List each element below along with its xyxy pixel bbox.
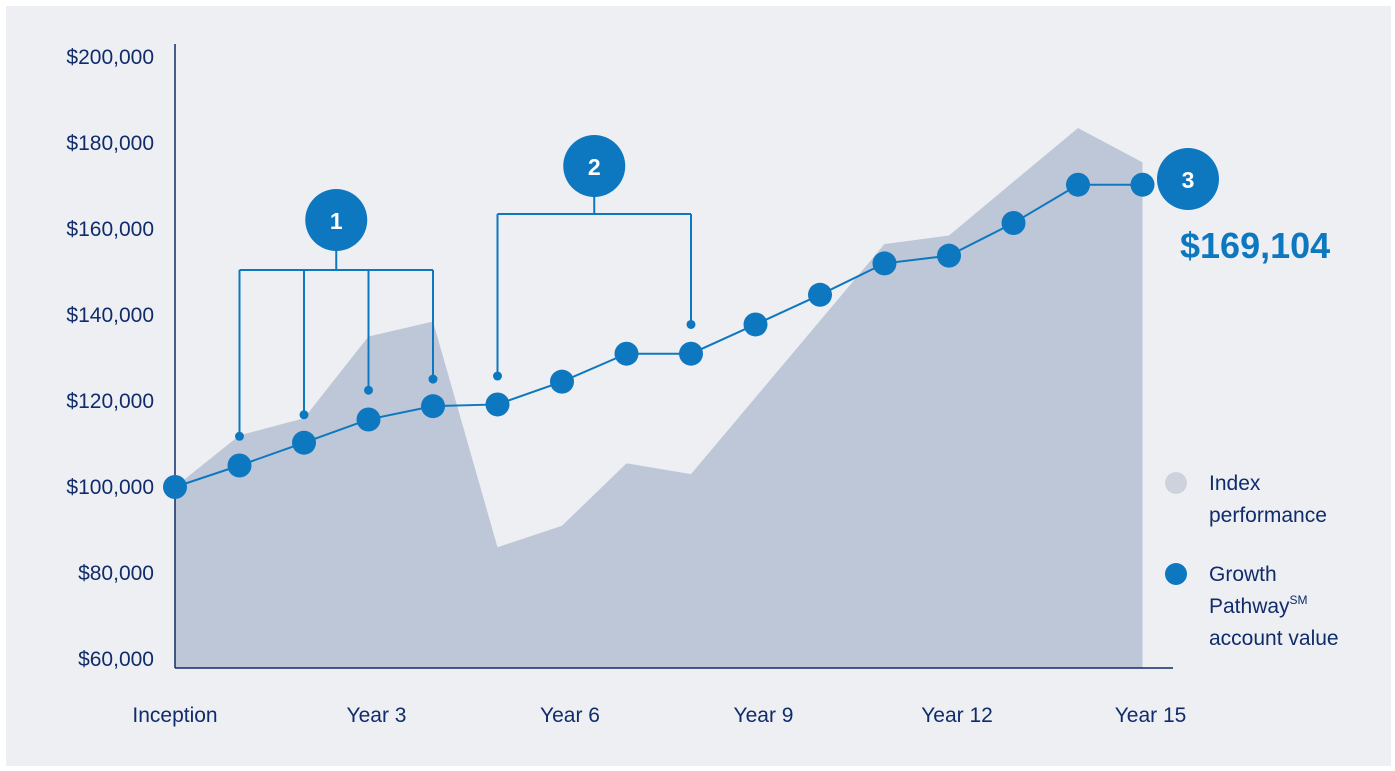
callout-badge-1: 1 bbox=[305, 189, 368, 251]
callout-number: 2 bbox=[588, 154, 601, 180]
legend: Index performance Growth PathwaySM accou… bbox=[1165, 472, 1339, 650]
callout-leader-dot bbox=[235, 431, 244, 441]
x-tick-label: Year 9 bbox=[734, 704, 794, 727]
y-tick-label: $60,000 bbox=[78, 648, 154, 671]
index-performance-area bbox=[175, 127, 1143, 668]
callout-number: 1 bbox=[330, 208, 343, 234]
callout-number: 3 bbox=[1182, 167, 1195, 193]
legend-label: performance bbox=[1209, 504, 1327, 527]
callout-leader-dot bbox=[299, 410, 309, 420]
callout-badge-circle bbox=[563, 135, 626, 197]
account-value-marker bbox=[808, 282, 832, 307]
x-tick-label: Year 3 bbox=[347, 704, 407, 727]
account-value-marker bbox=[743, 312, 768, 337]
x-tick-label: Inception bbox=[132, 704, 217, 727]
callout-leader-dot bbox=[686, 319, 696, 329]
callout-leader-dot bbox=[428, 374, 438, 384]
legend-label-text: Pathway bbox=[1209, 595, 1290, 618]
legend-label-superscript: SM bbox=[1290, 593, 1308, 607]
account-value-marker bbox=[614, 341, 639, 366]
y-tick-label: $80,000 bbox=[78, 562, 154, 585]
y-tick-labels: $60,000 $80,000 $100,000 $120,000 $140,0… bbox=[66, 46, 154, 671]
account-value-marker bbox=[550, 369, 574, 394]
legend-label: PathwaySM bbox=[1209, 593, 1308, 618]
account-value-marker bbox=[227, 453, 252, 478]
legend-swatch bbox=[1165, 563, 1187, 585]
callout-leader-dot bbox=[364, 385, 373, 395]
account-value-marker bbox=[1066, 172, 1090, 197]
account-value-marker bbox=[1001, 210, 1026, 235]
account-value-marker bbox=[292, 430, 316, 455]
callout-badge-circle bbox=[305, 189, 368, 251]
y-tick-label: $140,000 bbox=[66, 304, 154, 327]
callout-brackets bbox=[235, 194, 696, 441]
x-tick-label: Year 15 bbox=[1115, 704, 1187, 727]
legend-label: Growth bbox=[1209, 563, 1277, 586]
legend-swatch bbox=[1165, 472, 1187, 494]
y-tick-label: $160,000 bbox=[66, 218, 154, 241]
account-value-marker bbox=[937, 243, 961, 268]
account-value-line bbox=[174, 183, 1143, 488]
y-tick-label: $180,000 bbox=[66, 132, 154, 155]
callout-leader-dot bbox=[493, 371, 502, 381]
account-value-marker bbox=[485, 392, 510, 417]
chart-svg: $60,000 $80,000 $100,000 $120,000 $140,0… bbox=[66, 44, 1339, 727]
x-tick-labels: Inception Year 3 Year 6 Year 9 Year 12 Y… bbox=[132, 704, 1186, 727]
legend-item-growth-pathway: Growth PathwaySM account value bbox=[1165, 563, 1339, 650]
callout-badge-circle bbox=[1157, 148, 1219, 210]
account-value-marker bbox=[1130, 172, 1155, 197]
legend-label: account value bbox=[1209, 627, 1339, 650]
y-tick-label: $120,000 bbox=[66, 390, 154, 413]
chart: $60,000 $80,000 $100,000 $120,000 $140,0… bbox=[6, 6, 1391, 766]
final-account-value: $169,104 bbox=[1180, 225, 1330, 266]
y-tick-label: $100,000 bbox=[66, 476, 154, 499]
callout-badge-2: 2 bbox=[563, 135, 626, 197]
account-value-markers bbox=[163, 172, 1155, 499]
account-value-marker bbox=[872, 251, 897, 276]
account-value-marker bbox=[679, 341, 703, 366]
account-value-marker bbox=[421, 394, 445, 419]
legend-item-index-performance: Index performance bbox=[1165, 472, 1327, 527]
legend-label: Index bbox=[1209, 472, 1261, 495]
x-tick-label: Year 6 bbox=[540, 704, 600, 727]
account-value-marker bbox=[163, 475, 187, 499]
x-tick-label: Year 12 bbox=[921, 704, 993, 727]
callout-badge-3: 3 bbox=[1157, 148, 1219, 210]
y-tick-label: $200,000 bbox=[66, 46, 154, 69]
account-value-marker bbox=[356, 407, 381, 432]
